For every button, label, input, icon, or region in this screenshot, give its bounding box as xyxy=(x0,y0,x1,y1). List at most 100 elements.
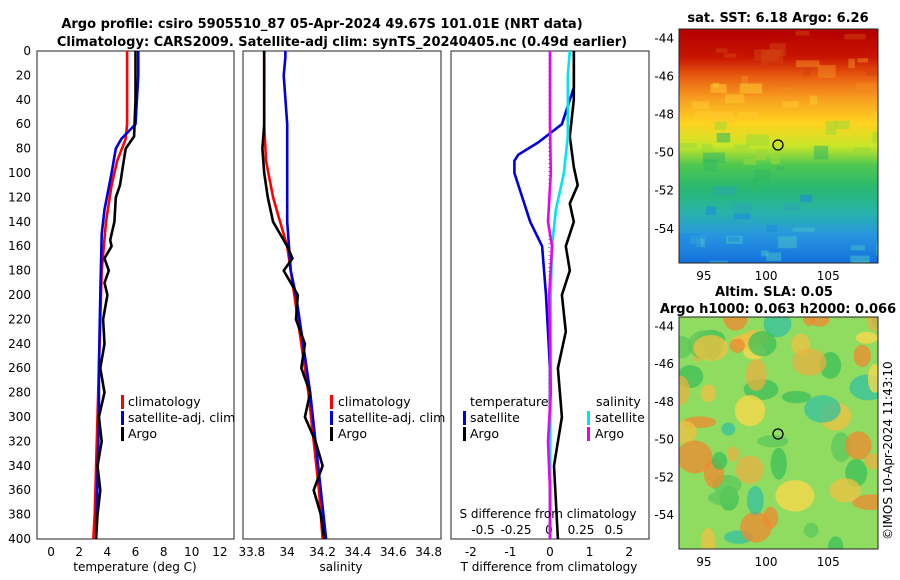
sst-texture-cell xyxy=(875,243,878,256)
sst-texture-cell xyxy=(771,155,780,165)
sst-texture-cell xyxy=(795,30,810,36)
depth-tick-label: 260 xyxy=(8,361,31,375)
sst-texture-cell xyxy=(780,87,793,92)
depth-tick-label: 220 xyxy=(8,312,31,326)
sst-texture-cell xyxy=(865,70,878,76)
sst-texture-cell xyxy=(702,152,726,164)
lat-tick-label: -44 xyxy=(654,32,674,46)
sst-texture-cell xyxy=(834,120,850,130)
salinity-x-axis: 33.8 34 34.2 34.4 34.6 34.8 xyxy=(238,545,442,559)
depth-axis: 0 20 40 60 80 100 120 140 160 180 200 220 240 260 280 3… xyxy=(8,44,31,546)
sst-texture-cell xyxy=(741,75,749,90)
temperature-lines xyxy=(92,51,140,540)
sst-texture-cell xyxy=(710,84,727,93)
sst-texture-cell xyxy=(778,236,797,249)
lat-tick-label: -50 xyxy=(654,433,674,447)
legend-label-t-satellite: satellite xyxy=(470,410,520,425)
sla-texture-cell xyxy=(845,431,872,460)
x-tick-label: -2 xyxy=(465,545,477,559)
x-tick-label: 10 xyxy=(184,545,199,559)
sla-texture-cell xyxy=(852,494,878,511)
sst-texture-cell xyxy=(765,49,784,64)
series-line xyxy=(94,51,140,540)
temperature-x-axis: 0 2 4 6 8 10 12 xyxy=(47,545,227,559)
sst-texture-cell xyxy=(782,101,800,108)
legend-label-t-argo: Argo xyxy=(470,426,499,441)
legend-label-climatology: climatology xyxy=(338,394,411,409)
legend-swatch-argo xyxy=(121,427,124,441)
difference-x-label: T difference from climatology xyxy=(460,560,638,574)
sst-texture-cell xyxy=(776,166,785,171)
sst-texture-cell xyxy=(710,111,734,122)
depth-tick-label: 100 xyxy=(8,166,31,180)
lat-tick-label: -54 xyxy=(654,222,674,236)
lat-tick-label: -52 xyxy=(654,184,674,198)
legend-label-argo: Argo xyxy=(128,426,157,441)
difference-top-label: S difference from climatology xyxy=(460,507,637,521)
x-tick-label: 0 xyxy=(546,545,554,559)
sst-texture-cell xyxy=(850,255,870,263)
sst-texture-cell xyxy=(852,260,870,263)
legend-swatch-argo xyxy=(330,427,333,441)
temperature-x-label: temperature (deg C) xyxy=(73,560,196,574)
sst-texture-cell xyxy=(712,186,737,195)
sst-argo-marker xyxy=(772,139,784,151)
figure-subtitle: Climatology: CARS2009. Satellite-adj cli… xyxy=(57,35,627,50)
figure-title: Argo profile: csiro 5905510_87 05-Apr-20… xyxy=(61,17,582,32)
lat-tick-label: -52 xyxy=(654,470,674,484)
sst-texture-cell xyxy=(766,252,782,261)
lat-tick-label: -54 xyxy=(654,508,674,522)
salinity-lines xyxy=(261,51,328,540)
sla-texture-cell xyxy=(748,330,777,357)
sst-texture-cell xyxy=(694,111,718,118)
sst-texture-cell xyxy=(803,67,811,76)
sst-texture-cell xyxy=(872,132,878,143)
top-tick-label: -0.25 xyxy=(500,523,531,537)
sst-texture-cell xyxy=(739,83,763,94)
sst-map-frame xyxy=(678,28,879,264)
top-tick-label: 0.5 xyxy=(604,523,623,537)
sst-texture-cell xyxy=(756,149,766,160)
lon-tick-label: 105 xyxy=(817,269,840,283)
difference-x-axis: -2 -1 0 1 2 xyxy=(465,545,633,559)
sst-texture-cell xyxy=(783,202,801,211)
series-line xyxy=(261,51,326,540)
sst-texture-cell xyxy=(679,142,697,148)
sla-texture-cell xyxy=(829,478,861,503)
sst-texture-cell xyxy=(825,121,837,135)
lat-tick-label: -46 xyxy=(654,70,674,84)
depth-tick-label: 20 xyxy=(16,68,31,82)
x-tick-label: 34.2 xyxy=(309,545,336,559)
sla-texture-cell xyxy=(802,317,816,326)
sla-texture-cell xyxy=(855,331,878,344)
legend-title-temperature: temperature xyxy=(470,394,549,409)
sst-texture-cell xyxy=(853,147,871,156)
sla-texture-cell xyxy=(763,317,792,338)
sst-texture-cell xyxy=(766,225,778,232)
series-line xyxy=(513,51,576,539)
sst-texture-cell xyxy=(701,143,713,153)
depth-tick-label: 320 xyxy=(8,434,31,448)
lon-tick-label: 100 xyxy=(755,269,778,283)
sla-texture-cell xyxy=(770,447,787,480)
sst-texture-cell xyxy=(723,53,737,58)
series-line xyxy=(552,51,580,540)
legend-label-satellite: satellite-adj. clim xyxy=(128,410,235,425)
sla-texture-cell xyxy=(853,344,871,368)
depth-tick-label: 380 xyxy=(8,508,31,522)
sst-texture-cell xyxy=(796,60,820,68)
sla-texture-cell xyxy=(775,480,815,512)
depth-tick-label: 360 xyxy=(8,483,31,497)
sla-texture-cell xyxy=(734,395,766,427)
lat-tick-label: -46 xyxy=(654,357,674,371)
sla-map-title: Altim. SLA: 0.05 xyxy=(715,285,833,300)
sst-texture-cell xyxy=(857,58,869,63)
sst-map xyxy=(679,29,878,263)
depth-tick-label: 40 xyxy=(16,93,31,107)
lat-tick-label: -50 xyxy=(654,146,674,160)
sst-texture-cell xyxy=(743,158,756,165)
sla-texture-cell xyxy=(679,440,713,474)
sla-texture-cell xyxy=(735,455,764,484)
x-tick-label: 34.6 xyxy=(380,545,407,559)
